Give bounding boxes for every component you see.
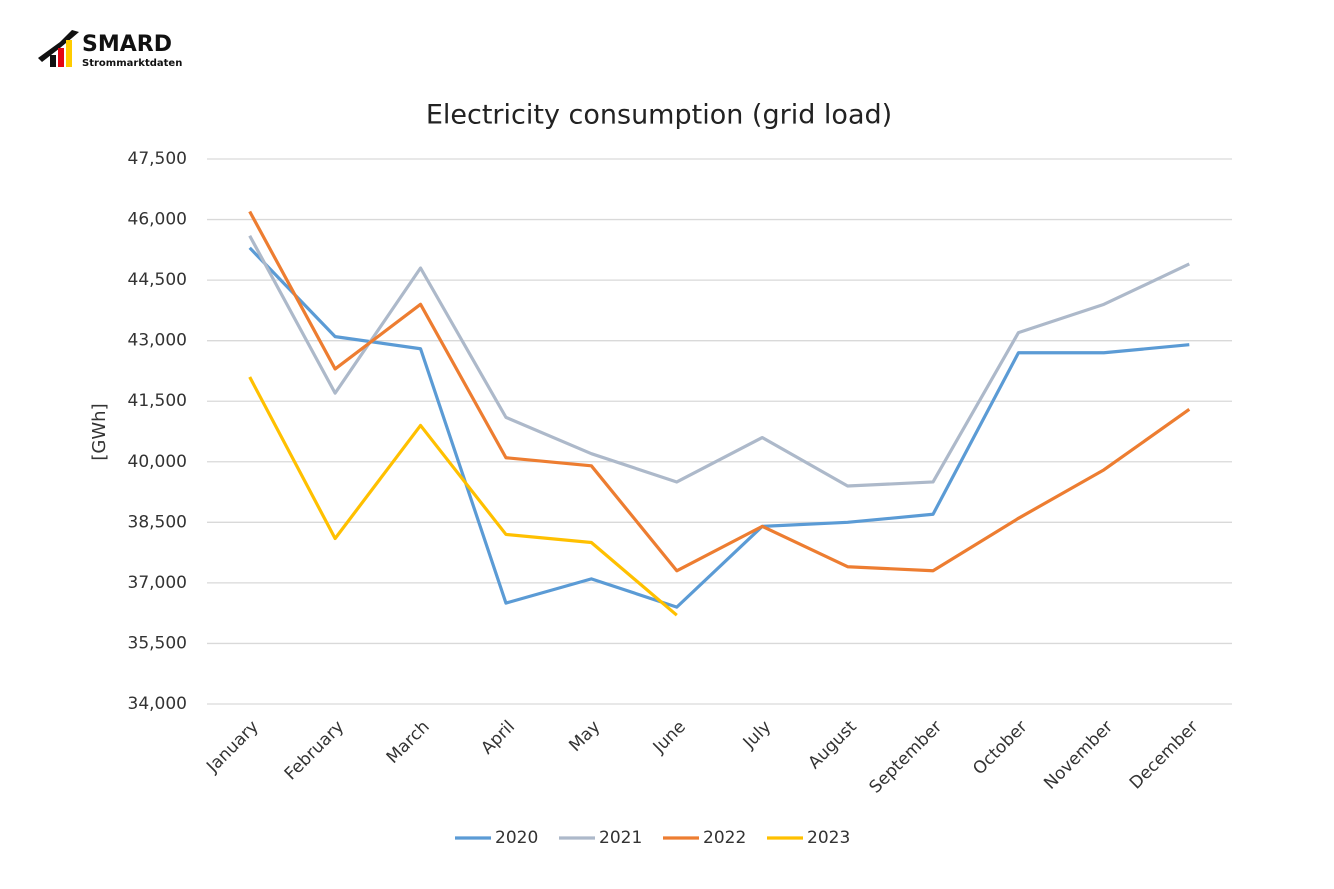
y-tick-label: 43,000 xyxy=(128,331,187,351)
legend-item: 2022 xyxy=(663,828,746,848)
y-tick-label: 35,500 xyxy=(128,633,187,653)
y-tick-label: 38,500 xyxy=(128,512,187,532)
x-tick-label: July xyxy=(739,717,775,753)
x-tick-label: November xyxy=(1040,717,1117,794)
x-tick-label: March xyxy=(383,717,434,768)
logo-subtitle: Strommarktdaten xyxy=(82,58,182,69)
y-tick-label: 46,000 xyxy=(128,210,187,230)
y-tick-label: 40,000 xyxy=(128,452,187,472)
x-tick-label: June xyxy=(649,717,690,758)
x-tick-label: October xyxy=(969,717,1031,779)
legend-item: 2020 xyxy=(455,828,538,848)
logo-roof xyxy=(38,30,79,62)
logo-bar xyxy=(66,40,72,67)
x-tick-label: August xyxy=(804,717,860,773)
series-line xyxy=(248,234,1190,488)
x-tick-label: January xyxy=(202,717,262,777)
y-tick-label: 47,500 xyxy=(128,149,187,169)
y-tick-label: 44,500 xyxy=(128,270,187,290)
y-tick-label: 41,500 xyxy=(128,391,187,411)
logo-bar xyxy=(50,55,56,67)
x-tick-label: December xyxy=(1126,717,1202,793)
y-tick-label: 37,000 xyxy=(128,573,187,593)
x-tick-label: April xyxy=(477,717,519,759)
legend-label: 2023 xyxy=(807,828,850,848)
x-tick-label: September xyxy=(866,717,947,798)
series-line xyxy=(248,246,1190,609)
logo-bar xyxy=(58,48,64,67)
series-line xyxy=(248,376,678,617)
y-axis-label: [GWh] xyxy=(89,403,110,460)
legend-item: 2023 xyxy=(767,828,850,848)
series-line xyxy=(248,210,1191,573)
y-tick-label: 34,000 xyxy=(128,694,187,714)
legend-item: 2021 xyxy=(559,828,642,848)
x-tick-label: May xyxy=(565,717,604,756)
chart-title: Electricity consumption (grid load) xyxy=(426,100,892,131)
logo: SMARD Strommarktdaten xyxy=(38,30,182,69)
legend-label: 2020 xyxy=(495,828,538,848)
legend-label: 2022 xyxy=(703,828,746,848)
legend-label: 2021 xyxy=(599,828,642,848)
logo-title: SMARD xyxy=(82,32,172,57)
x-tick-label: February xyxy=(281,717,348,784)
